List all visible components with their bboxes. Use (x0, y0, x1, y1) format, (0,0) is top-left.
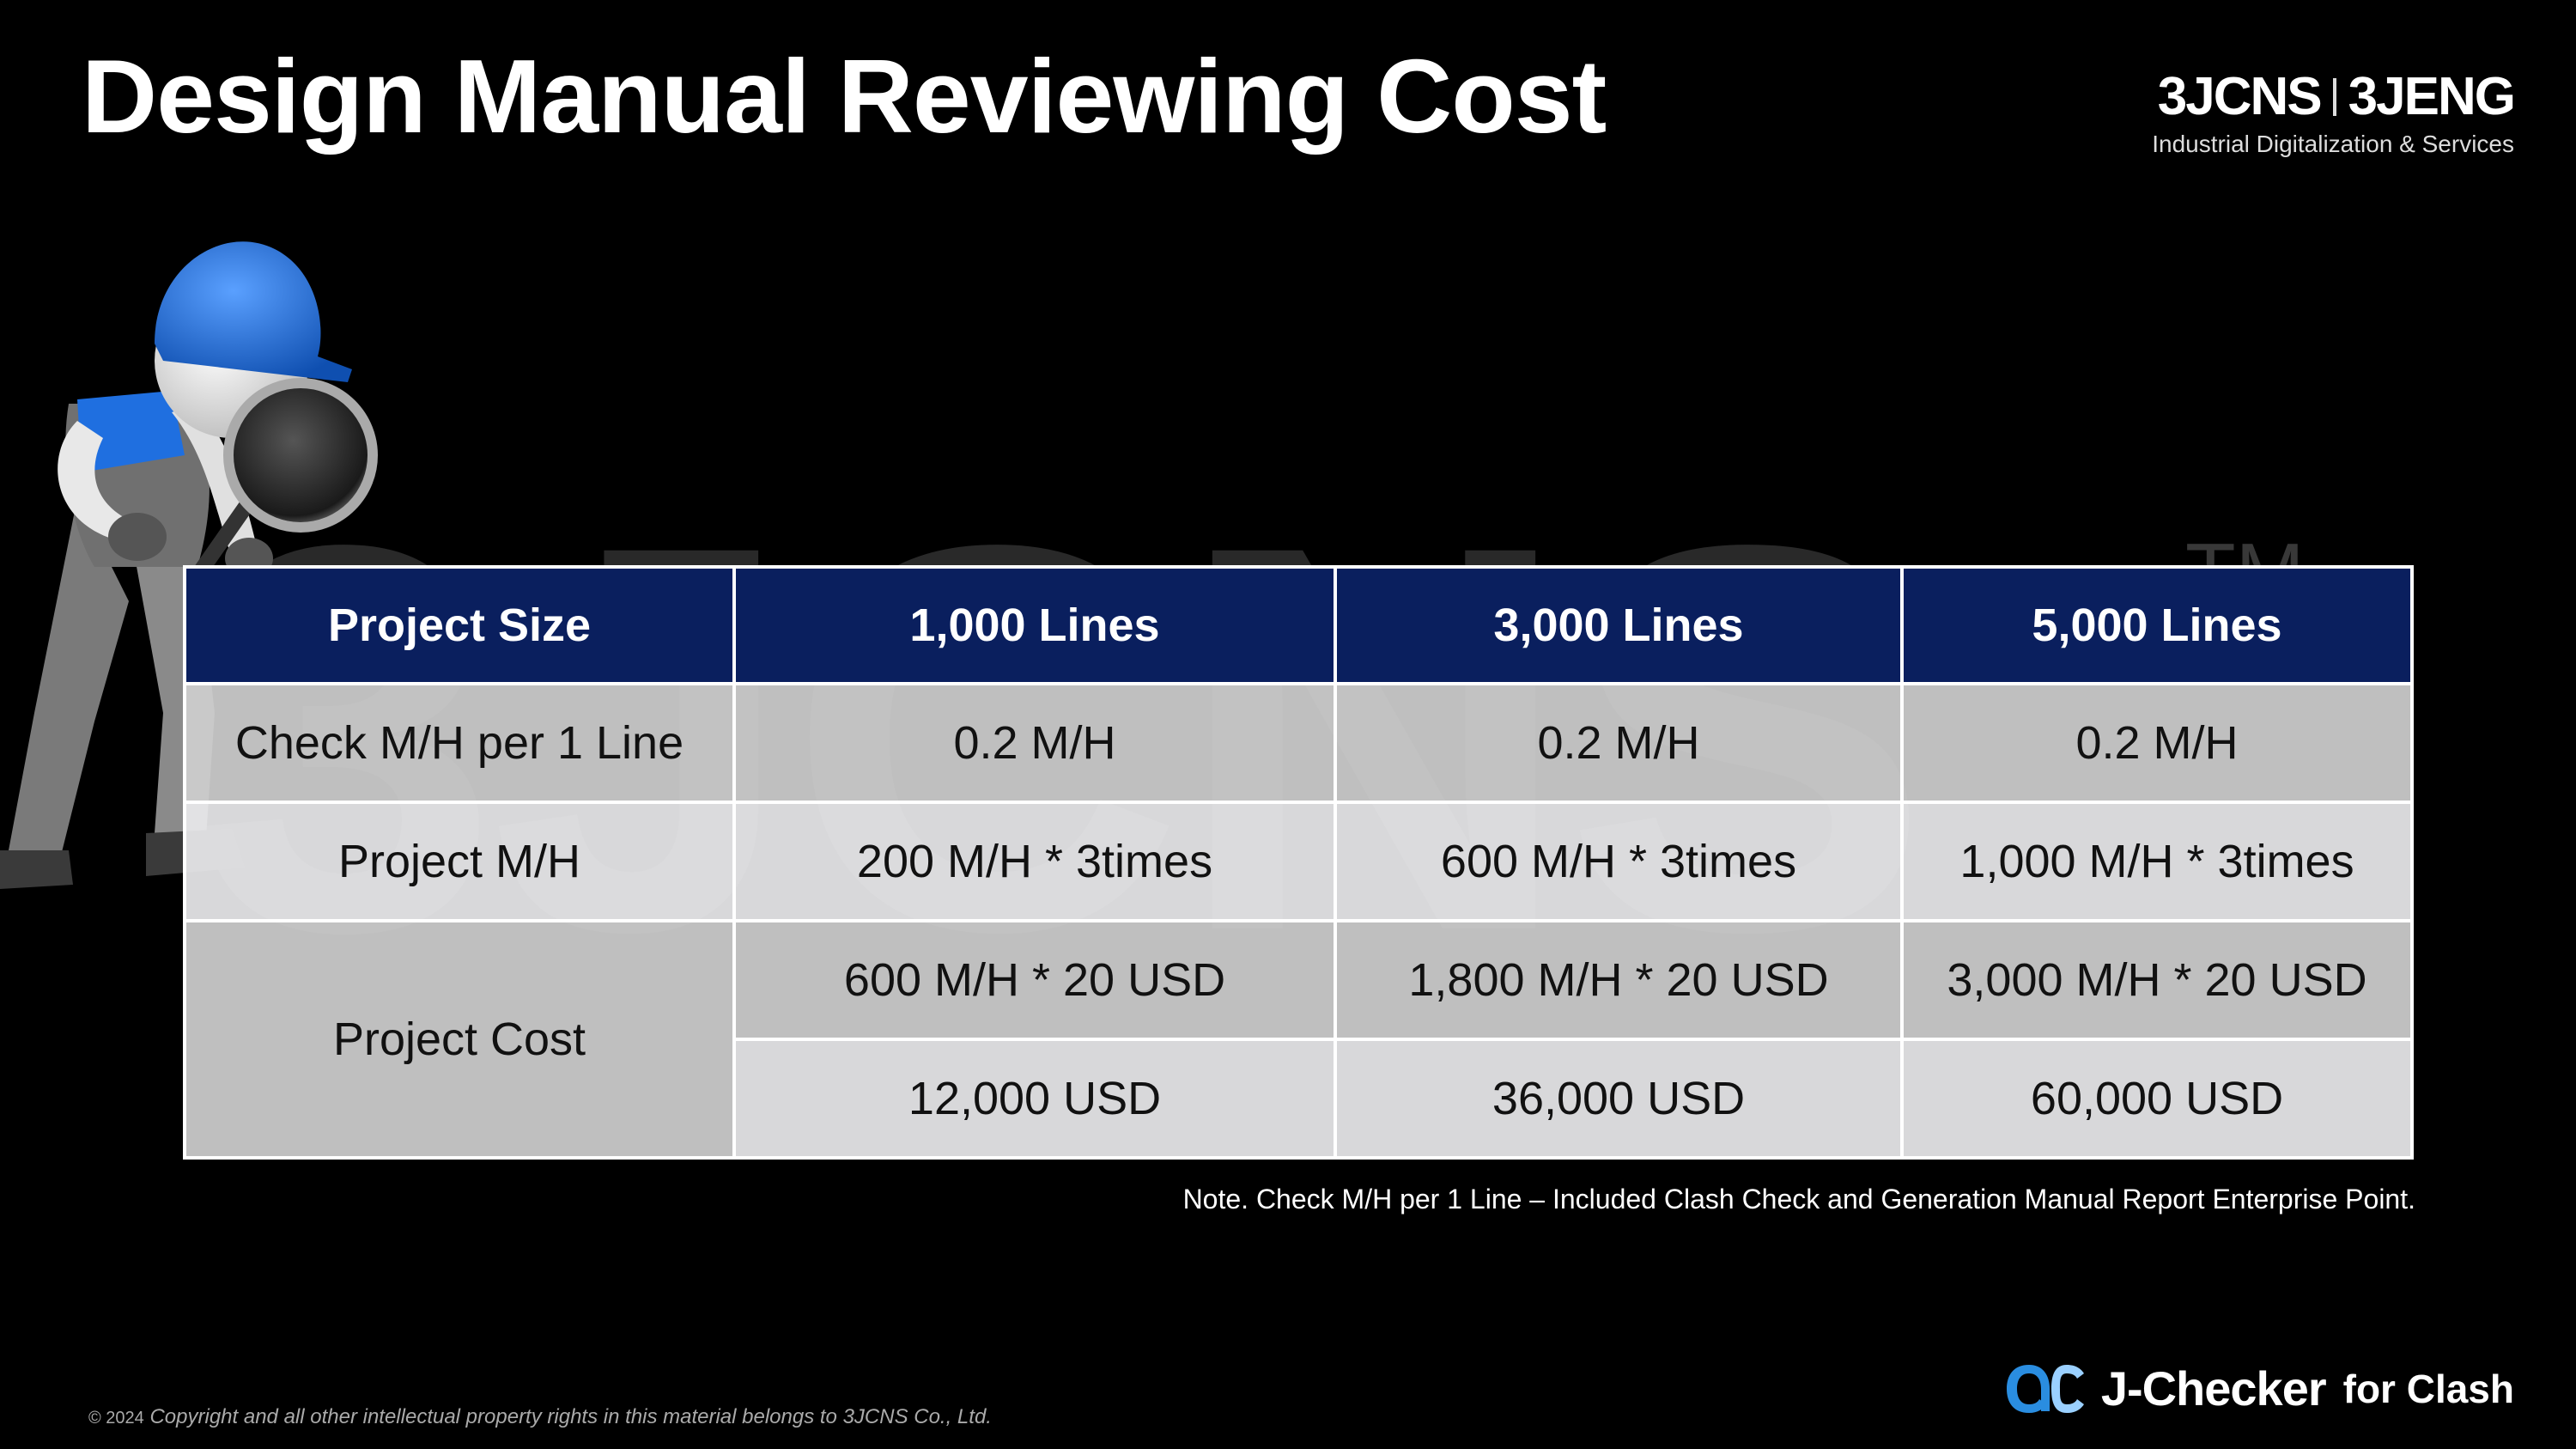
table-cell: 36,000 USD (1334, 1038, 1904, 1160)
product-name: J-Checker (2100, 1361, 2327, 1416)
brand-tagline: Industrial Digitalization & Services (2152, 131, 2514, 157)
product-suffix: for Clash (2342, 1366, 2514, 1411)
table-note: Note. Check M/H per 1 Line – Included Cl… (1182, 1184, 2415, 1215)
table-cell: 1,000 M/H * 3times (1900, 801, 2414, 922)
copyright-notice: © 2024 Copyright and all other intellect… (88, 1405, 992, 1429)
row-label-project-mh: Project M/H (183, 801, 736, 922)
header-3000-lines: 3,000 Lines (1334, 565, 1904, 685)
slide-title: Design Manual Reviewing Cost (82, 38, 1607, 155)
table-header-row: Project Size 1,000 Lines 3,000 Lines 5,0… (183, 565, 2414, 685)
header-5000-lines: 5,000 Lines (1900, 565, 2414, 685)
product-logo: J-Checker for Clash (2003, 1361, 2514, 1416)
table-row: Check M/H per 1 Line 0.2 M/H 0.2 M/H 0.2… (183, 682, 2414, 804)
header-project-size: Project Size (183, 565, 736, 685)
table-row: 12,000 USD 36,000 USD 60,000 USD (185, 1038, 2414, 1160)
row-label-check-mh: Check M/H per 1 Line (183, 682, 736, 804)
table-cell: 3,000 M/H * 20 USD (1900, 919, 2414, 1041)
inspector-figure-icon (0, 241, 378, 889)
row-label-project-cost: Project Cost (183, 919, 736, 1160)
table-cell: 600 M/H * 20 USD (732, 919, 1337, 1041)
copyright-mark: © 2024 (88, 1409, 144, 1428)
table-cell: 200 M/H * 3times (732, 801, 1337, 922)
copyright-text: Copyright and all other intellectual pro… (149, 1405, 992, 1428)
table-cell: 0.2 M/H (1334, 682, 1904, 804)
table-row: Project Cost 600 M/H * 20 USD 1,800 M/H … (183, 919, 2414, 1160)
cost-table: Project Size 1,000 Lines 3,000 Lines 5,0… (183, 565, 2414, 1160)
table-cell: 0.2 M/H (732, 682, 1337, 804)
table-cell: 0.2 M/H (1900, 682, 2414, 804)
qc-logo-icon (2006, 1364, 2084, 1413)
table-cell: 12,000 USD (732, 1038, 1337, 1160)
table-row: Project M/H 200 M/H * 3times 600 M/H * 3… (183, 801, 2414, 922)
table-cell: 1,800 M/H * 20 USD (1334, 919, 1904, 1041)
table-cell: 60,000 USD (1900, 1038, 2414, 1160)
brand-3jcns: 3JCNS (2157, 67, 2323, 126)
table-cell: 600 M/H * 3times (1334, 801, 1904, 922)
header-1000-lines: 1,000 Lines (732, 565, 1337, 685)
brand-separator (2332, 78, 2336, 116)
brand-logo: 3JCNS 3JENG Industrial Digitalization & S… (2152, 67, 2516, 158)
brand-3jeng: 3JENG (2348, 67, 2516, 126)
brand-names: 3JCNS 3JENG (2152, 67, 2516, 126)
